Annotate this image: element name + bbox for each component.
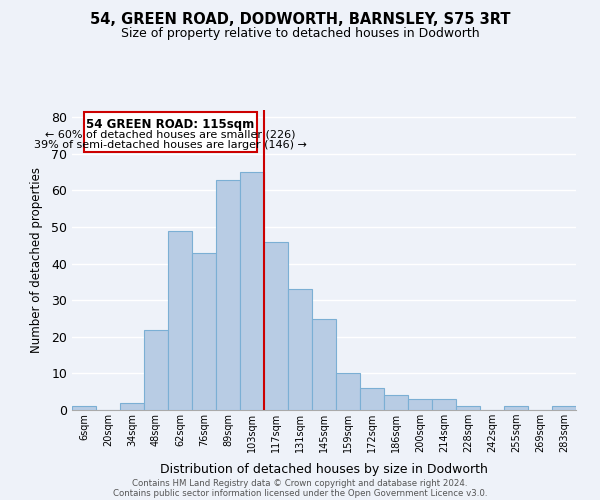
Bar <box>336 374 360 410</box>
Text: 54 GREEN ROAD: 115sqm: 54 GREEN ROAD: 115sqm <box>86 118 254 132</box>
X-axis label: Distribution of detached houses by size in Dodworth: Distribution of detached houses by size … <box>160 464 488 476</box>
FancyBboxPatch shape <box>84 112 257 152</box>
Text: ← 60% of detached houses are smaller (226): ← 60% of detached houses are smaller (22… <box>45 130 296 140</box>
Bar <box>552 406 576 410</box>
Bar <box>264 242 288 410</box>
Bar <box>408 399 432 410</box>
Bar <box>360 388 384 410</box>
Text: Contains public sector information licensed under the Open Government Licence v3: Contains public sector information licen… <box>113 488 487 498</box>
Text: 39% of semi-detached houses are larger (146) →: 39% of semi-detached houses are larger (… <box>34 140 307 150</box>
Y-axis label: Number of detached properties: Number of detached properties <box>30 167 43 353</box>
Bar <box>504 406 528 410</box>
Bar <box>432 399 456 410</box>
Bar <box>312 318 336 410</box>
Bar <box>144 330 168 410</box>
Bar <box>168 230 192 410</box>
Bar <box>120 402 144 410</box>
Bar <box>216 180 240 410</box>
Text: 54, GREEN ROAD, DODWORTH, BARNSLEY, S75 3RT: 54, GREEN ROAD, DODWORTH, BARNSLEY, S75 … <box>90 12 510 28</box>
Bar <box>456 406 480 410</box>
Bar <box>288 290 312 410</box>
Text: Size of property relative to detached houses in Dodworth: Size of property relative to detached ho… <box>121 28 479 40</box>
Bar <box>384 396 408 410</box>
Text: Contains HM Land Registry data © Crown copyright and database right 2024.: Contains HM Land Registry data © Crown c… <box>132 478 468 488</box>
Bar <box>240 172 264 410</box>
Bar <box>192 252 216 410</box>
Bar <box>72 406 96 410</box>
